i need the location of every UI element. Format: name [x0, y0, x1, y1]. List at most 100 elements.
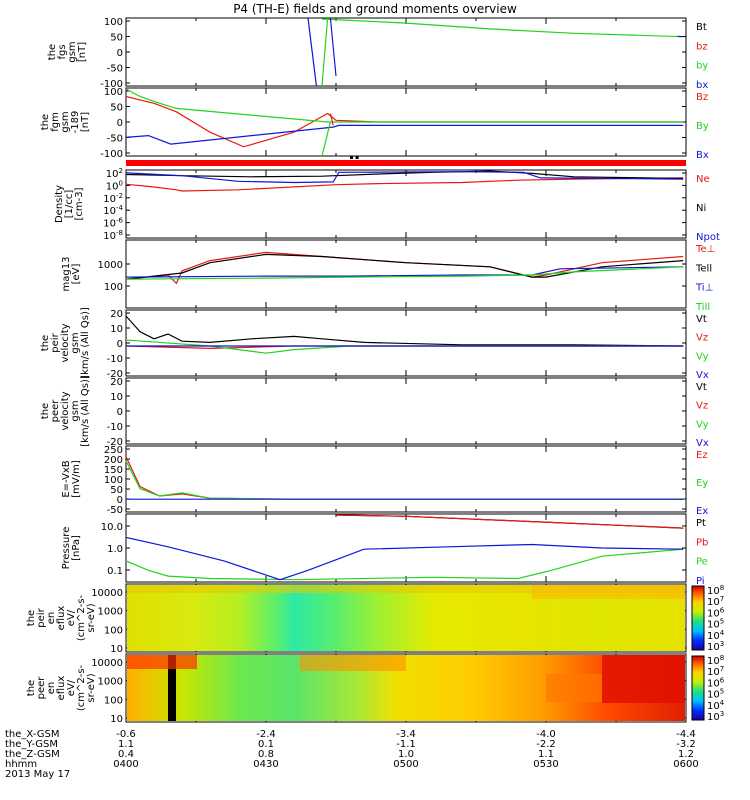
y-tick-label: -20 — [107, 437, 123, 448]
y-axis-label: thepeerenefluxeV/(cm^2-s-sr-eV) — [26, 664, 97, 711]
x-axis-value: 0500 — [393, 759, 418, 770]
colorbar-tick-exponent: 8 — [720, 654, 724, 662]
y-tick-label: 100 — [104, 282, 123, 293]
y-axis-label-line: gsm — [70, 332, 81, 353]
spectrogram-datagap — [168, 655, 176, 721]
y-axis-label-line: [nT] — [80, 112, 91, 132]
x-axis-value: 0530 — [533, 759, 558, 770]
legend: Te⊥ Tell Ti⊥ Till — [695, 244, 715, 313]
y-axis-label-line: en — [46, 682, 57, 695]
panel-frame — [125, 17, 687, 87]
y-tick-label: 50 — [110, 33, 123, 44]
y-axis-label-line: the — [26, 610, 37, 626]
y-tick-label: -50 — [107, 505, 123, 516]
legend-entry: Vz — [696, 333, 708, 344]
y-tick-label: 10 — [110, 392, 123, 403]
y-axis-label-line: Pressure — [61, 527, 72, 570]
y-tick-label: 20 — [110, 377, 123, 388]
spectrogram-band — [127, 585, 685, 593]
legend-entry: bz — [696, 41, 708, 52]
x-axis-value: 0.1 — [258, 739, 274, 750]
y-tick-label: 10-6 — [103, 217, 123, 230]
y-axis-label-line: the — [40, 403, 51, 419]
panel-peer-eflux: 10000 1000 100 10 thepeerenefluxeV/(cm^2-s-s… — [26, 653, 725, 725]
y-tick-label: 10-4 — [103, 204, 123, 217]
legend-entry: by — [696, 61, 708, 72]
legend: Bz By Bx — [696, 92, 709, 161]
y-axis-label-line: (cm^2-s- — [76, 594, 87, 641]
legend-entry: Vt — [696, 382, 707, 393]
colorbar-tick-exponent: 6 — [720, 606, 725, 614]
y-tick-label: 250 — [104, 445, 123, 456]
x-axis-value: -0.6 — [116, 729, 136, 740]
y-axis-label-line: Density — [54, 185, 65, 223]
y-tick-label: 200 — [104, 455, 123, 466]
y-tick-label: -50 — [107, 64, 123, 75]
y-axis-label-line: en — [46, 612, 57, 625]
legend: Vt Vz Vy Vx — [696, 314, 709, 381]
x-axis-value: 0430 — [253, 759, 278, 770]
y-tick-label: 50 — [110, 485, 123, 496]
x-axis-value: 0.4 — [118, 749, 134, 760]
panels: 100500-50-100thefgsgsm[nT]Btbzbybx100500… — [26, 17, 725, 725]
x-axis-value: -4.4 — [676, 729, 696, 740]
legend-entry: Ey — [696, 478, 708, 489]
series-line-by — [321, 18, 684, 38]
y-tick-label: 100 — [106, 179, 123, 192]
series-line-Bx — [125, 124, 684, 145]
y-tick-label: 10-2 — [103, 192, 123, 205]
x-axis-row-label: hhmm — [5, 759, 37, 770]
y-tick-label: 100 — [104, 695, 123, 706]
y-tick-exponent: 0 — [119, 179, 123, 187]
y-tick-label: 1000 — [98, 677, 123, 688]
y-tick-label: 1000 — [98, 260, 123, 271]
colorbar-tick-exponent: 4 — [720, 699, 725, 707]
y-axis-label-line: peer — [36, 676, 47, 700]
y-axis-label-line: eV/ — [66, 679, 77, 696]
legend-entry: Ne — [696, 174, 710, 185]
y-tick-label: 10000 — [91, 588, 123, 599]
legend: Ez Ey Ex — [696, 450, 708, 517]
legend-entry: Bx — [696, 150, 709, 161]
x-axis-value: -2.2 — [536, 739, 556, 750]
y-axis-label-line: peir — [36, 607, 47, 627]
y-axis-label-line: velocity — [60, 391, 71, 430]
figure-title: P4 (TH-E) fields and ground moments over… — [233, 2, 517, 16]
legend-entry: Ti⊥ — [695, 283, 713, 294]
y-axis-label-line: [eV] — [71, 264, 82, 285]
y-tick-label: 150 — [104, 465, 123, 476]
y-tick-label: 100 — [104, 17, 123, 28]
x-axis-value: -2.4 — [256, 729, 276, 740]
legend-entry: Te⊥ — [695, 244, 715, 255]
colorbar-tick-exponent: 5 — [720, 688, 724, 696]
colorbar-tick-exponent: 7 — [720, 595, 724, 603]
panel-fgs: 100 50 0 -50 -100 thefgsgsm[nT] Bt bz by bx — [47, 17, 708, 91]
date-label: 2013 May 17 — [5, 769, 70, 780]
y-tick-label: -100 — [100, 149, 123, 160]
data-quality-stripe — [126, 160, 686, 166]
colorbar-tick-label: 103 — [707, 710, 724, 723]
x-axis-value: -4.0 — [536, 729, 556, 740]
y-tick-label: -50 — [107, 134, 123, 145]
y-axis-label-line: [cm-3] — [74, 187, 85, 220]
y-axis-label-line: [nPa] — [71, 535, 82, 561]
y-axis-label: Density[1/cc][cm-3] — [54, 185, 85, 223]
spectrogram-band — [127, 655, 197, 669]
series-line-Ni — [125, 170, 684, 180]
panel-frame — [125, 239, 687, 309]
x-axis-value: 1.1 — [118, 739, 134, 750]
x-axis-value: -3.4 — [396, 729, 416, 740]
legend-entry: Vy — [696, 419, 709, 430]
data-quality-mark — [350, 156, 353, 159]
y-axis-label: thepeirenefluxeV/(cm^2-s-sr-eV) — [26, 594, 97, 641]
colorbar-tick-exponent: 6 — [720, 676, 725, 684]
legend-entry: Ex — [696, 506, 708, 517]
y-axis-label: E=-VxB[mV/m] — [61, 460, 82, 498]
series-line-Ey — [125, 460, 684, 500]
y-tick-label: 20 — [110, 309, 123, 320]
legend: Ne Ni Npot — [696, 174, 720, 243]
series-line-bx — [307, 17, 317, 87]
